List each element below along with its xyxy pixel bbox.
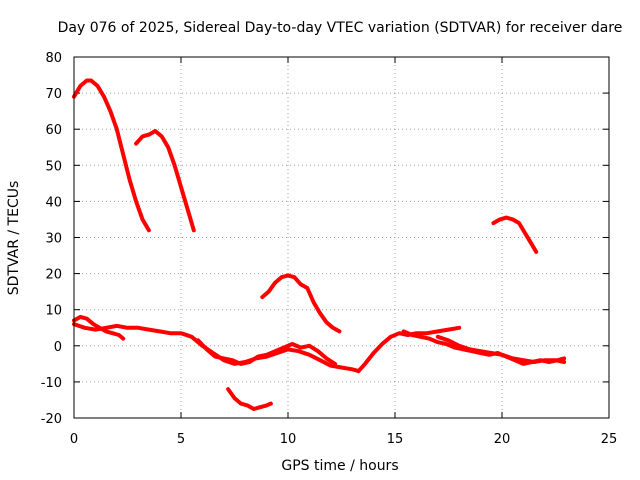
series-arc-5 (226, 387, 273, 411)
x-tick-label: 20 (494, 432, 511, 447)
y-tick-label: 70 (45, 87, 62, 102)
plot-frame (73, 56, 610, 419)
x-tick-label: 25 (601, 432, 618, 447)
axis-ticks: 0 5 10 15 20 25 -20 -10 0 10 20 30 40 50 60 70 80 (41, 51, 618, 447)
x-tick-label: 15 (387, 432, 404, 447)
y-tick-label: 60 (45, 123, 62, 138)
y-tick-label: 80 (45, 51, 62, 66)
grid (74, 57, 609, 418)
series-arc-2 (134, 129, 196, 233)
x-axis-label: GPS time / hours (281, 458, 398, 474)
y-tick-label: 20 (45, 268, 62, 283)
series-arc-8 (196, 338, 338, 366)
chart-title: Day 076 of 2025, Sidereal Day-to-day VTE… (58, 20, 623, 36)
y-tick-label: 40 (45, 195, 62, 210)
x-tick-label: 0 (70, 432, 78, 447)
y-tick-label: 30 (45, 232, 62, 247)
x-tick-label: 5 (177, 432, 185, 447)
y-axis-label: SDTVAR / TECUs (6, 181, 22, 296)
y-tick-label: -10 (41, 376, 62, 391)
y-tick-label: 50 (45, 159, 62, 174)
series-arc-9 (356, 325, 462, 374)
series-arc-11 (435, 334, 567, 364)
series-arc-3 (260, 273, 342, 334)
y-tick-label: 0 (54, 340, 62, 355)
series-arc-4 (491, 215, 539, 254)
x-tick-label: 10 (280, 432, 297, 447)
y-tick-label: 10 (45, 304, 62, 319)
series-group (72, 78, 567, 411)
y-tick-label: -20 (41, 412, 62, 427)
series-arc-1 (72, 78, 151, 233)
